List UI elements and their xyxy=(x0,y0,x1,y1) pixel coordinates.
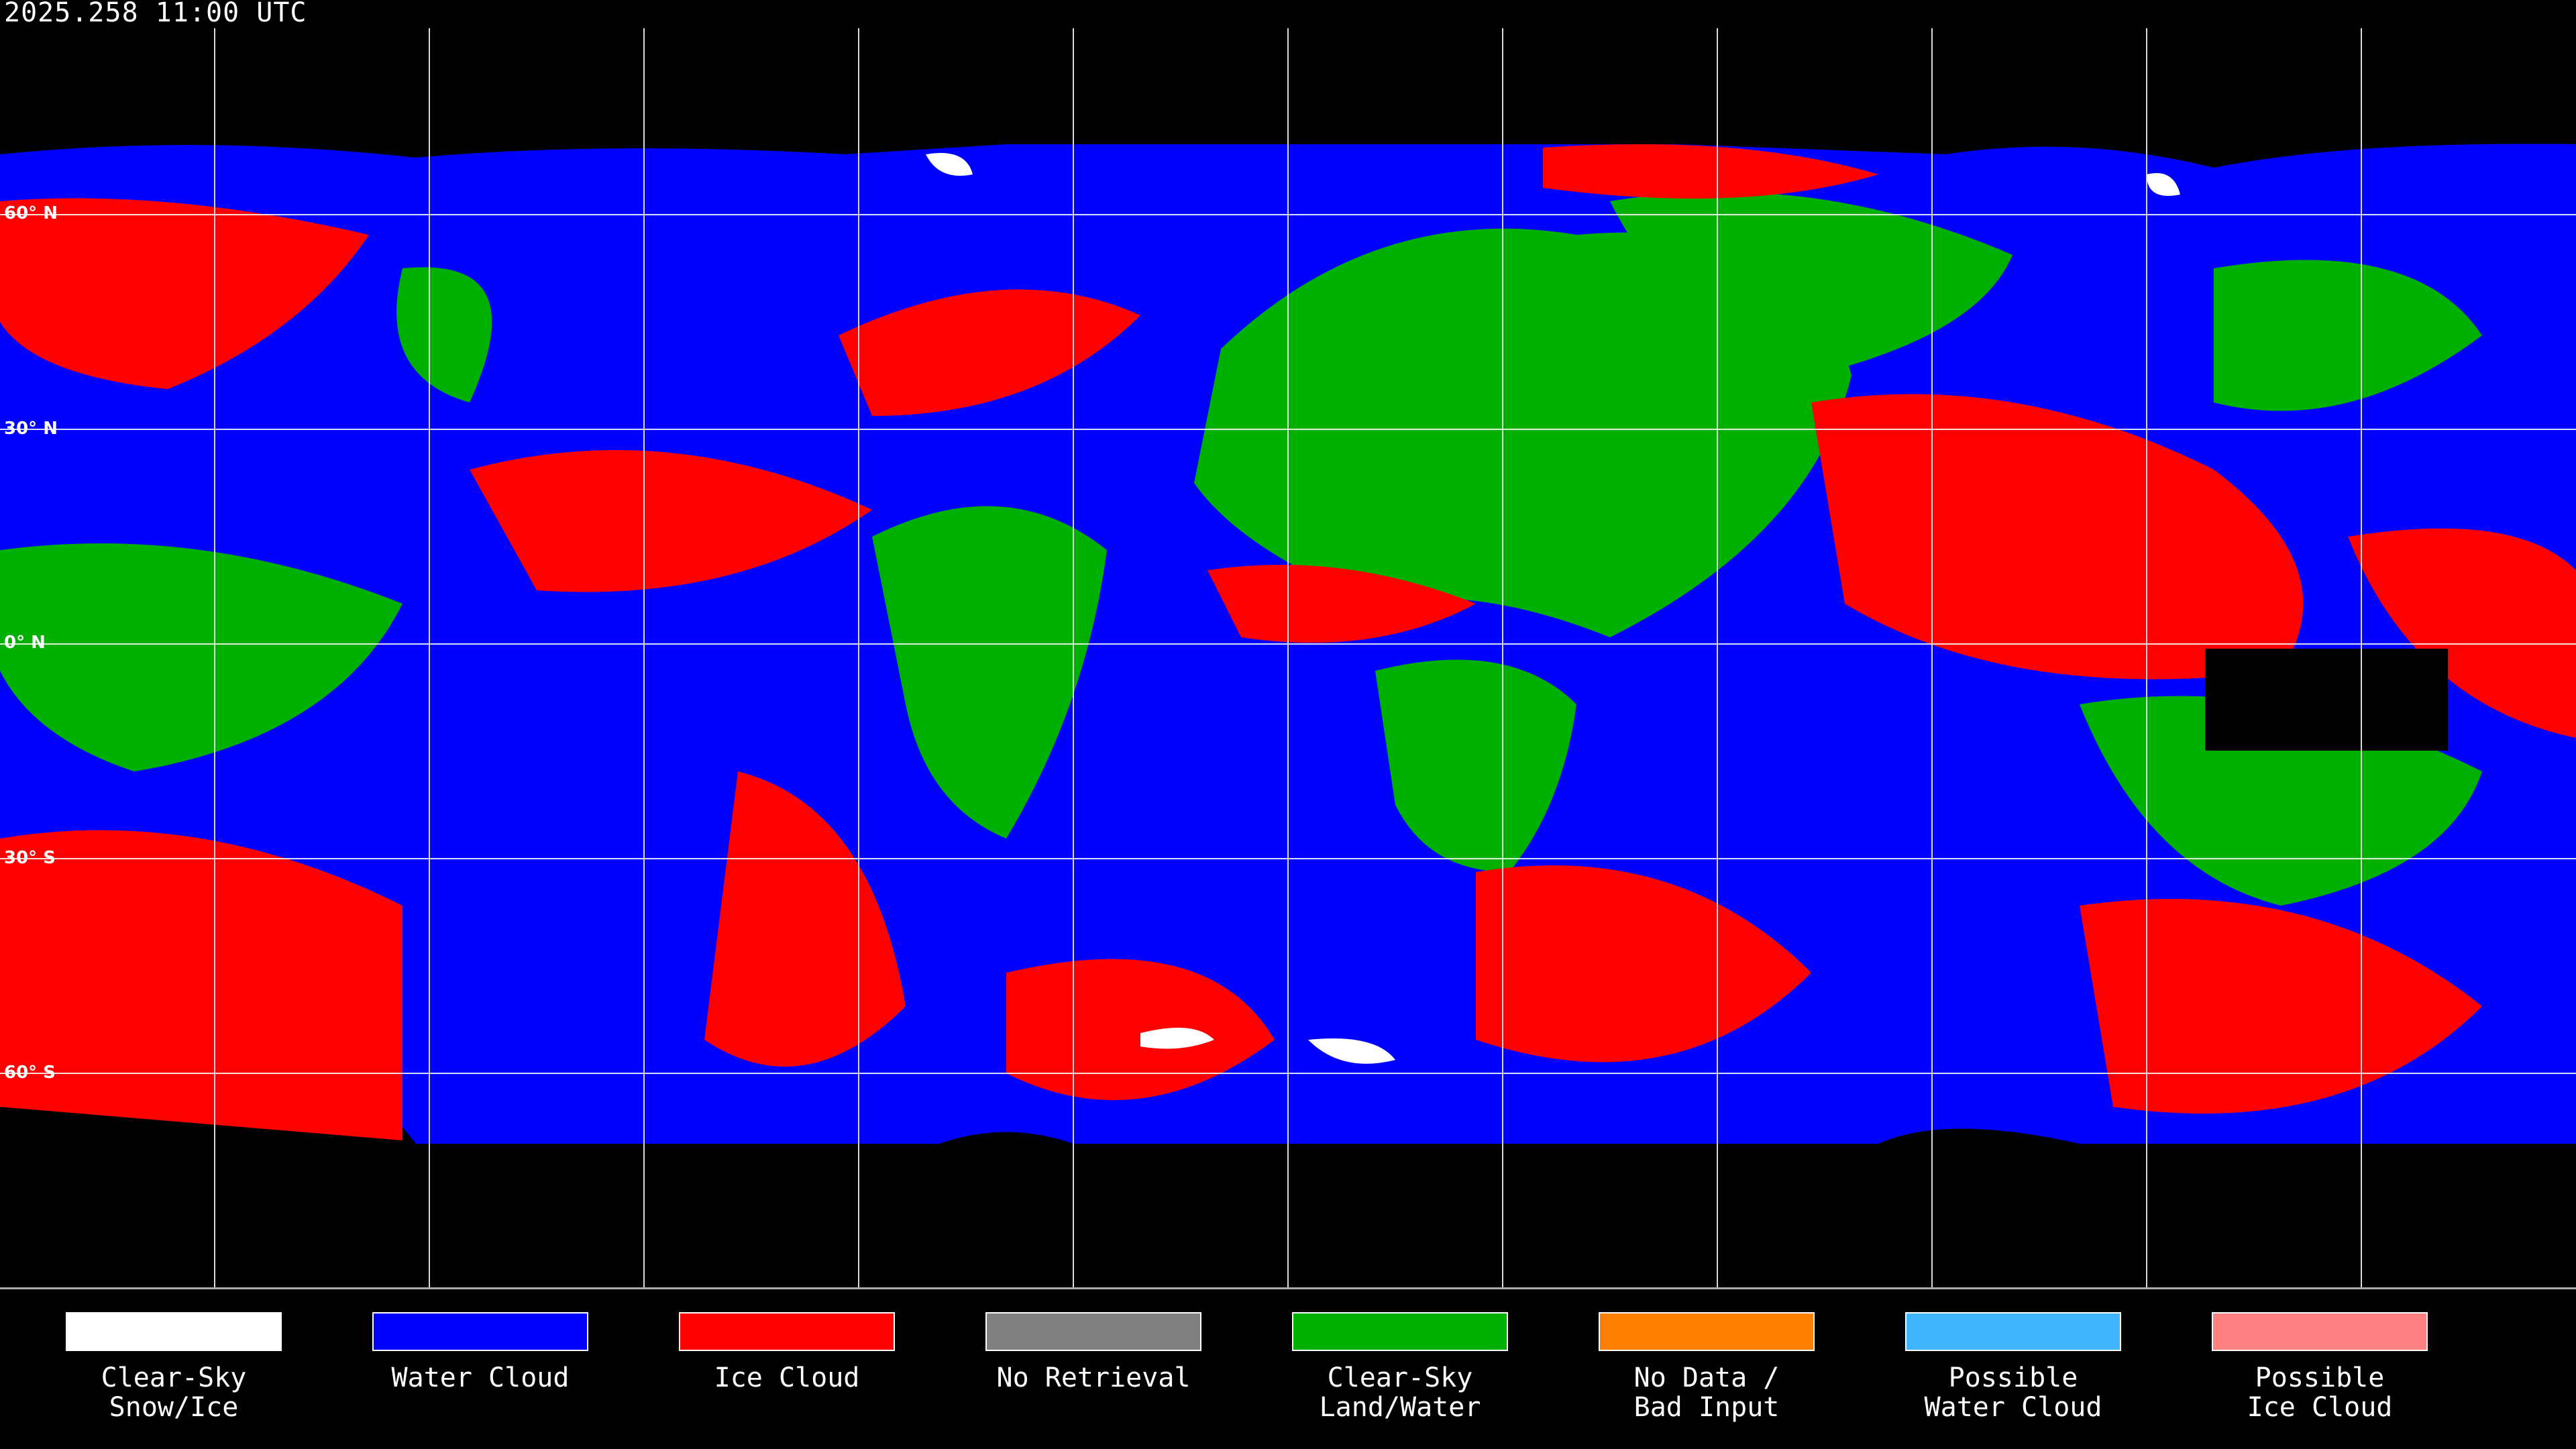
legend-label: Possible Ice Cloud xyxy=(2247,1362,2393,1423)
cloud-phase-map xyxy=(0,28,2576,1289)
legend-swatch xyxy=(985,1312,1201,1351)
legend-label: Ice Cloud xyxy=(714,1362,860,1393)
legend-swatch xyxy=(1905,1312,2121,1351)
legend-item: Clear-Sky Land/Water xyxy=(1289,1312,1511,1422)
lat-label-30s: 30° S xyxy=(4,848,56,868)
graticule xyxy=(0,28,2576,1287)
legend-item: No Retrieval xyxy=(983,1312,1204,1393)
lat-label-60s: 60° S xyxy=(4,1063,56,1083)
legend-swatch xyxy=(679,1312,895,1351)
legend-item: Possible Ice Cloud xyxy=(2209,1312,2430,1422)
lat-label-30n: 30° N xyxy=(4,419,58,439)
legend-swatch xyxy=(1599,1312,1815,1351)
no-data-box xyxy=(2205,649,2448,751)
legend-item: Possible Water Cloud xyxy=(1902,1312,2124,1422)
legend: Clear-Sky Snow/Ice Water Cloud Ice Cloud No… xyxy=(0,1289,2576,1449)
legend-label: No Retrieval xyxy=(996,1362,1191,1393)
legend-item: Clear-Sky Snow/Ice xyxy=(63,1312,284,1422)
lat-label-0n: 0° N xyxy=(4,633,46,653)
legend-swatch xyxy=(66,1312,282,1351)
legend-label: No Data / Bad Input xyxy=(1633,1362,1780,1423)
legend-swatch xyxy=(1292,1312,1508,1351)
legend-item: Ice Cloud xyxy=(676,1312,898,1393)
legend-label: Clear-Sky Snow/Ice xyxy=(101,1362,247,1423)
legend-label: Water Cloud xyxy=(391,1362,570,1393)
legend-label: Clear-Sky Land/Water xyxy=(1319,1362,1481,1423)
legend-swatch xyxy=(372,1312,588,1351)
lat-label-60n: 60° N xyxy=(4,203,58,223)
legend-swatch xyxy=(2212,1312,2428,1351)
legend-label: Possible Water Cloud xyxy=(1924,1362,2102,1423)
legend-item: Water Cloud xyxy=(370,1312,591,1393)
timestamp-title: 2025.258 11:00 UTC xyxy=(4,0,307,28)
legend-item: No Data / Bad Input xyxy=(1596,1312,1817,1422)
